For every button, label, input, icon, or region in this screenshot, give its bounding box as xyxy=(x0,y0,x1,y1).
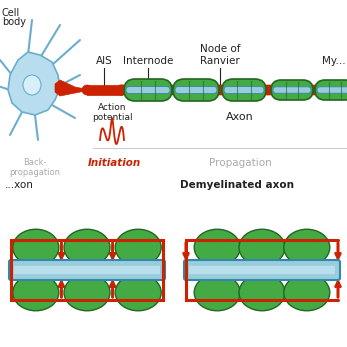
Text: body: body xyxy=(2,17,26,27)
FancyBboxPatch shape xyxy=(184,260,340,280)
Ellipse shape xyxy=(239,229,285,266)
FancyBboxPatch shape xyxy=(175,86,217,94)
FancyBboxPatch shape xyxy=(263,85,273,95)
Ellipse shape xyxy=(13,274,59,311)
Ellipse shape xyxy=(239,274,285,311)
FancyBboxPatch shape xyxy=(224,86,264,94)
Ellipse shape xyxy=(115,229,161,266)
FancyBboxPatch shape xyxy=(126,86,170,94)
Text: Axon: Axon xyxy=(226,112,254,122)
Text: ...xon: ...xon xyxy=(5,180,34,190)
Bar xyxy=(87,85,122,95)
Ellipse shape xyxy=(284,229,330,266)
FancyBboxPatch shape xyxy=(273,87,311,93)
FancyBboxPatch shape xyxy=(14,266,160,274)
Ellipse shape xyxy=(13,229,59,266)
Text: Back-
propagation: Back- propagation xyxy=(9,158,60,177)
Ellipse shape xyxy=(64,274,110,311)
Ellipse shape xyxy=(117,85,127,95)
FancyBboxPatch shape xyxy=(189,266,335,274)
Text: Node of
Ranvier: Node of Ranvier xyxy=(200,44,240,66)
Text: AIS: AIS xyxy=(96,56,113,66)
Ellipse shape xyxy=(284,274,330,311)
Text: Demyelinated axon: Demyelinated axon xyxy=(180,180,294,190)
FancyBboxPatch shape xyxy=(119,85,129,95)
FancyBboxPatch shape xyxy=(271,80,313,100)
FancyBboxPatch shape xyxy=(167,85,177,95)
Ellipse shape xyxy=(23,75,41,95)
FancyBboxPatch shape xyxy=(173,79,219,101)
Ellipse shape xyxy=(194,274,240,311)
Text: Propagation: Propagation xyxy=(209,158,271,168)
FancyBboxPatch shape xyxy=(215,85,225,95)
FancyBboxPatch shape xyxy=(315,80,347,100)
Ellipse shape xyxy=(82,85,92,95)
Polygon shape xyxy=(55,80,85,96)
Text: Initiation: Initiation xyxy=(87,158,141,168)
FancyBboxPatch shape xyxy=(317,87,347,93)
Text: Internode: Internode xyxy=(123,56,173,66)
FancyBboxPatch shape xyxy=(309,85,319,95)
FancyBboxPatch shape xyxy=(124,79,172,101)
Ellipse shape xyxy=(115,274,161,311)
Ellipse shape xyxy=(64,229,110,266)
FancyBboxPatch shape xyxy=(9,260,165,280)
Text: My...: My... xyxy=(322,56,346,66)
Polygon shape xyxy=(8,52,60,115)
Ellipse shape xyxy=(194,229,240,266)
FancyBboxPatch shape xyxy=(222,79,266,101)
Text: Cell: Cell xyxy=(2,8,20,18)
Text: Action
potential: Action potential xyxy=(92,103,132,122)
